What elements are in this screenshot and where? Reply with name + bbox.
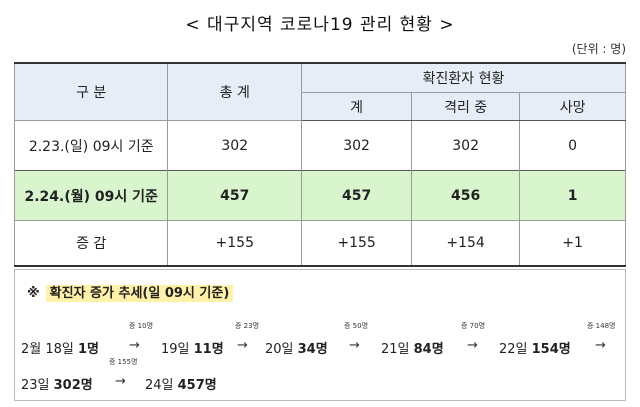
trend-line-1: 2월 18일 1명 증 10명 → 19일 11명 증 23명 → 20일 34… bbox=[15, 318, 625, 358]
row-label: 증 감 bbox=[13, 220, 169, 267]
trend-date: 20일 bbox=[265, 342, 298, 357]
arrow-icon: → bbox=[595, 338, 606, 353]
table-subheader-row: 계 격리 중 사망 bbox=[15, 92, 626, 121]
trend-count: 34명 bbox=[297, 342, 328, 357]
trend-item: 24일 457명 bbox=[145, 374, 217, 393]
increase-label: 증 155명 bbox=[109, 358, 138, 366]
row-label: 2.24.(월) 09시 기준 bbox=[13, 170, 169, 221]
cell-death: +1 bbox=[519, 220, 626, 267]
header-confirmed: 확진환자 현황 bbox=[301, 62, 626, 93]
cell-total: 457 bbox=[167, 170, 303, 221]
trend-date: 19일 bbox=[161, 342, 194, 357]
trend-item: 23일 302명 bbox=[21, 374, 93, 393]
status-table: 구 분 총 계 확진환자 현황 계 격리 중 사망 2.23.(일) 09시 기… bbox=[13, 62, 626, 267]
trend-item: 2월 18일 1명 bbox=[21, 338, 99, 357]
trend-heading-text: 확진자 증가 추세(일 09시 기준) bbox=[45, 285, 234, 302]
row-label: 2.23.(일) 09시 기준 bbox=[13, 120, 169, 171]
increase-label: 증 50명 bbox=[344, 322, 369, 330]
table-row-highlighted: 2.24.(월) 09시 기준 457 457 456 1 bbox=[13, 170, 626, 221]
header-sum: 계 bbox=[301, 92, 413, 121]
arrow-icon: → bbox=[467, 338, 478, 353]
cell-isolation: +154 bbox=[411, 220, 521, 267]
cell-sum: +155 bbox=[301, 220, 413, 267]
trend-item: 21일 84명 bbox=[381, 338, 444, 357]
increase-label: 증 148명 bbox=[587, 322, 616, 330]
unit-label: (단위 : 명) bbox=[571, 42, 626, 56]
increase-label: 증 10명 bbox=[129, 322, 154, 330]
cell-total: 302 bbox=[167, 120, 303, 171]
trend-item: 22일 154명 bbox=[499, 338, 571, 357]
trend-line-2: 23일 302명 증 155명 → 24일 457명 bbox=[15, 354, 625, 394]
header-total: 총 계 bbox=[167, 62, 303, 121]
trend-count: 154명 bbox=[531, 342, 571, 357]
arrow-icon: → bbox=[115, 374, 126, 389]
trend-date: 22일 bbox=[499, 342, 532, 357]
cell-death: 1 bbox=[519, 170, 626, 221]
arrow-icon: → bbox=[129, 338, 140, 353]
trend-item: 19일 11명 bbox=[161, 338, 224, 357]
header-death: 사망 bbox=[519, 92, 626, 121]
arrow-icon: → bbox=[237, 338, 248, 353]
trend-date: 24일 bbox=[145, 378, 178, 393]
trend-heading: ※ 확진자 증가 추세(일 09시 기준) bbox=[27, 282, 234, 302]
trend-date: 23일 bbox=[21, 378, 54, 393]
trend-count: 457명 bbox=[177, 378, 217, 393]
table-row-change: 증 감 +155 +155 +154 +1 bbox=[13, 220, 626, 267]
trend-box: ※ 확진자 증가 추세(일 09시 기준) 2월 18일 1명 증 10명 → 1… bbox=[14, 269, 626, 401]
table-row: 2.23.(일) 09시 기준 302 302 302 0 bbox=[13, 120, 626, 171]
table-header-row: 구 분 총 계 확진환자 현황 bbox=[13, 62, 626, 121]
trend-count: 11명 bbox=[193, 342, 224, 357]
cell-sum: 302 bbox=[301, 120, 413, 171]
trend-count: 1명 bbox=[78, 342, 100, 357]
reference-mark: ※ bbox=[27, 286, 40, 301]
cell-death: 0 bbox=[519, 120, 626, 171]
trend-date: 2월 18일 bbox=[21, 342, 78, 357]
trend-date: 21일 bbox=[381, 342, 414, 357]
trend-item: 20일 34명 bbox=[265, 338, 328, 357]
trend-count: 84명 bbox=[413, 342, 444, 357]
page-title: < 대구지역 코로나19 관리 현황 > bbox=[185, 15, 455, 35]
increase-label: 증 23명 bbox=[235, 322, 260, 330]
trend-count: 302명 bbox=[53, 378, 93, 393]
cell-isolation: 302 bbox=[411, 120, 521, 171]
cell-isolation: 456 bbox=[411, 170, 521, 221]
header-isolation: 격리 중 bbox=[411, 92, 521, 121]
cell-total: +155 bbox=[167, 220, 303, 267]
arrow-icon: → bbox=[349, 338, 360, 353]
cell-sum: 457 bbox=[301, 170, 413, 221]
increase-label: 증 70명 bbox=[461, 322, 486, 330]
header-category: 구 분 bbox=[13, 62, 169, 121]
